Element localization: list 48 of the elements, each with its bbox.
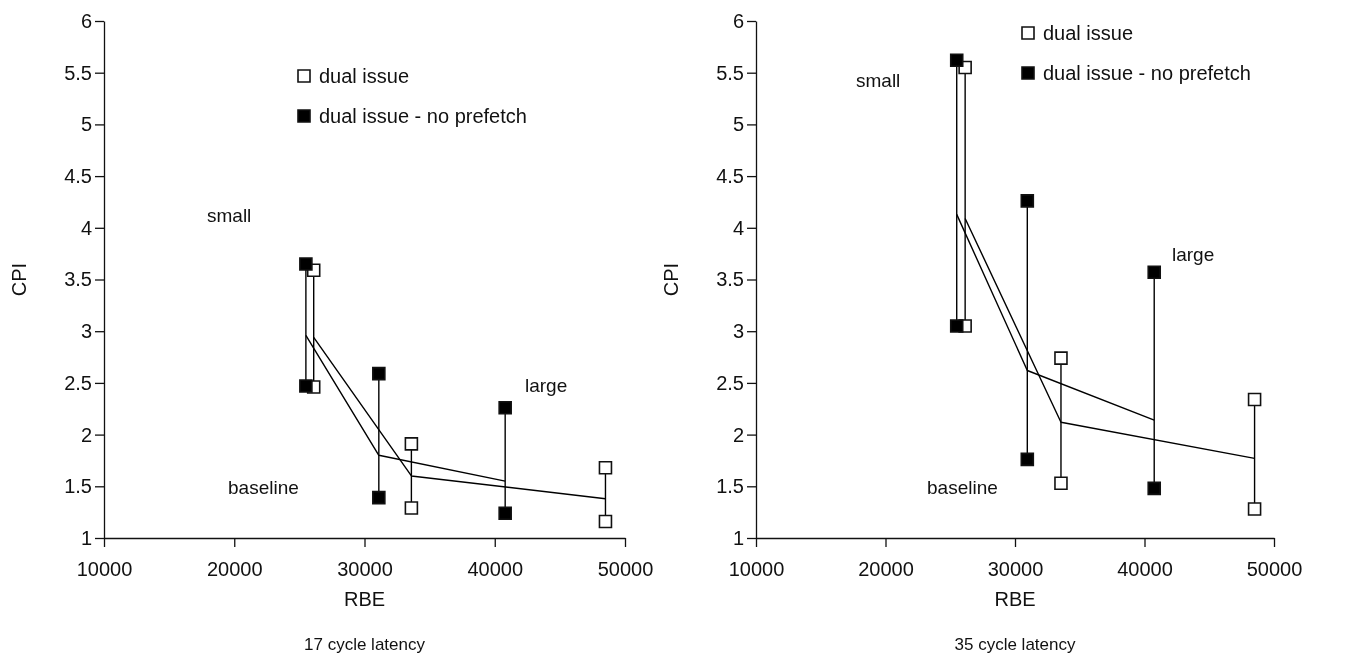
y-axis-title: CPI <box>8 262 30 297</box>
x-tick-label: 20000 <box>858 558 914 580</box>
x-axis-title: RBE <box>343 588 386 610</box>
y-tick-label: 5.5 <box>716 61 744 84</box>
text: 35 cycle latency <box>954 635 1076 654</box>
y-tick-label: 6 <box>80 9 92 32</box>
y-tick-label: 5 <box>80 113 92 136</box>
y-tick-label: 2 <box>732 423 744 446</box>
x-axis-title: RBE <box>994 588 1036 610</box>
annotation: small <box>856 70 901 91</box>
annotation: baseline <box>927 477 998 498</box>
y-tick-label: 4 <box>80 216 92 239</box>
x-tick-label: 30000 <box>337 558 393 580</box>
y-tick-label: 1 <box>80 526 92 549</box>
y-tick-label: 3 <box>80 320 92 343</box>
y-tick-label: 1 <box>732 526 744 549</box>
y-tick-label: 1.5 <box>64 475 92 498</box>
y-tick-label: 1.5 <box>716 475 744 498</box>
annotation: large <box>525 375 568 396</box>
y-tick-label: 3.5 <box>716 268 744 291</box>
y-tick-label: 4 <box>732 216 744 239</box>
text: 17 cycle latency <box>304 635 426 654</box>
legend-label: dual issue <box>319 65 410 87</box>
x-tick-label: 10000 <box>76 558 133 580</box>
x-tick-label: 50000 <box>1246 558 1303 580</box>
annotation: large <box>1172 244 1215 265</box>
y-tick-label: 3 <box>732 320 744 343</box>
y-tick-label: 5.5 <box>64 61 92 84</box>
legend-label: dual issue - no prefetch <box>1043 62 1251 84</box>
y-axis-title: CPI <box>660 262 682 297</box>
x-tick-label: 20000 <box>206 558 263 580</box>
y-tick-label: 6 <box>732 9 744 32</box>
y-tick-label: 3.5 <box>64 268 92 291</box>
y-tick-label: 2.5 <box>716 371 744 394</box>
x-tick-label: 30000 <box>987 558 1044 580</box>
annotation: small <box>207 205 252 226</box>
x-tick-label: 10000 <box>728 558 785 580</box>
y-tick-label: 5 <box>732 113 744 136</box>
x-tick-label: 40000 <box>467 558 524 580</box>
y-tick-label: 2 <box>80 423 92 446</box>
legend-label: dual issue <box>1043 22 1134 44</box>
x-tick-label: 40000 <box>1117 558 1173 580</box>
y-tick-label: 4.5 <box>64 165 92 187</box>
x-tick-label: 50000 <box>597 558 654 580</box>
annotation: baseline <box>228 477 299 498</box>
legend-label: dual issue - no prefetch <box>319 105 527 127</box>
y-tick-label: 2.5 <box>64 371 92 394</box>
y-tick-label: 4.5 <box>716 165 744 187</box>
